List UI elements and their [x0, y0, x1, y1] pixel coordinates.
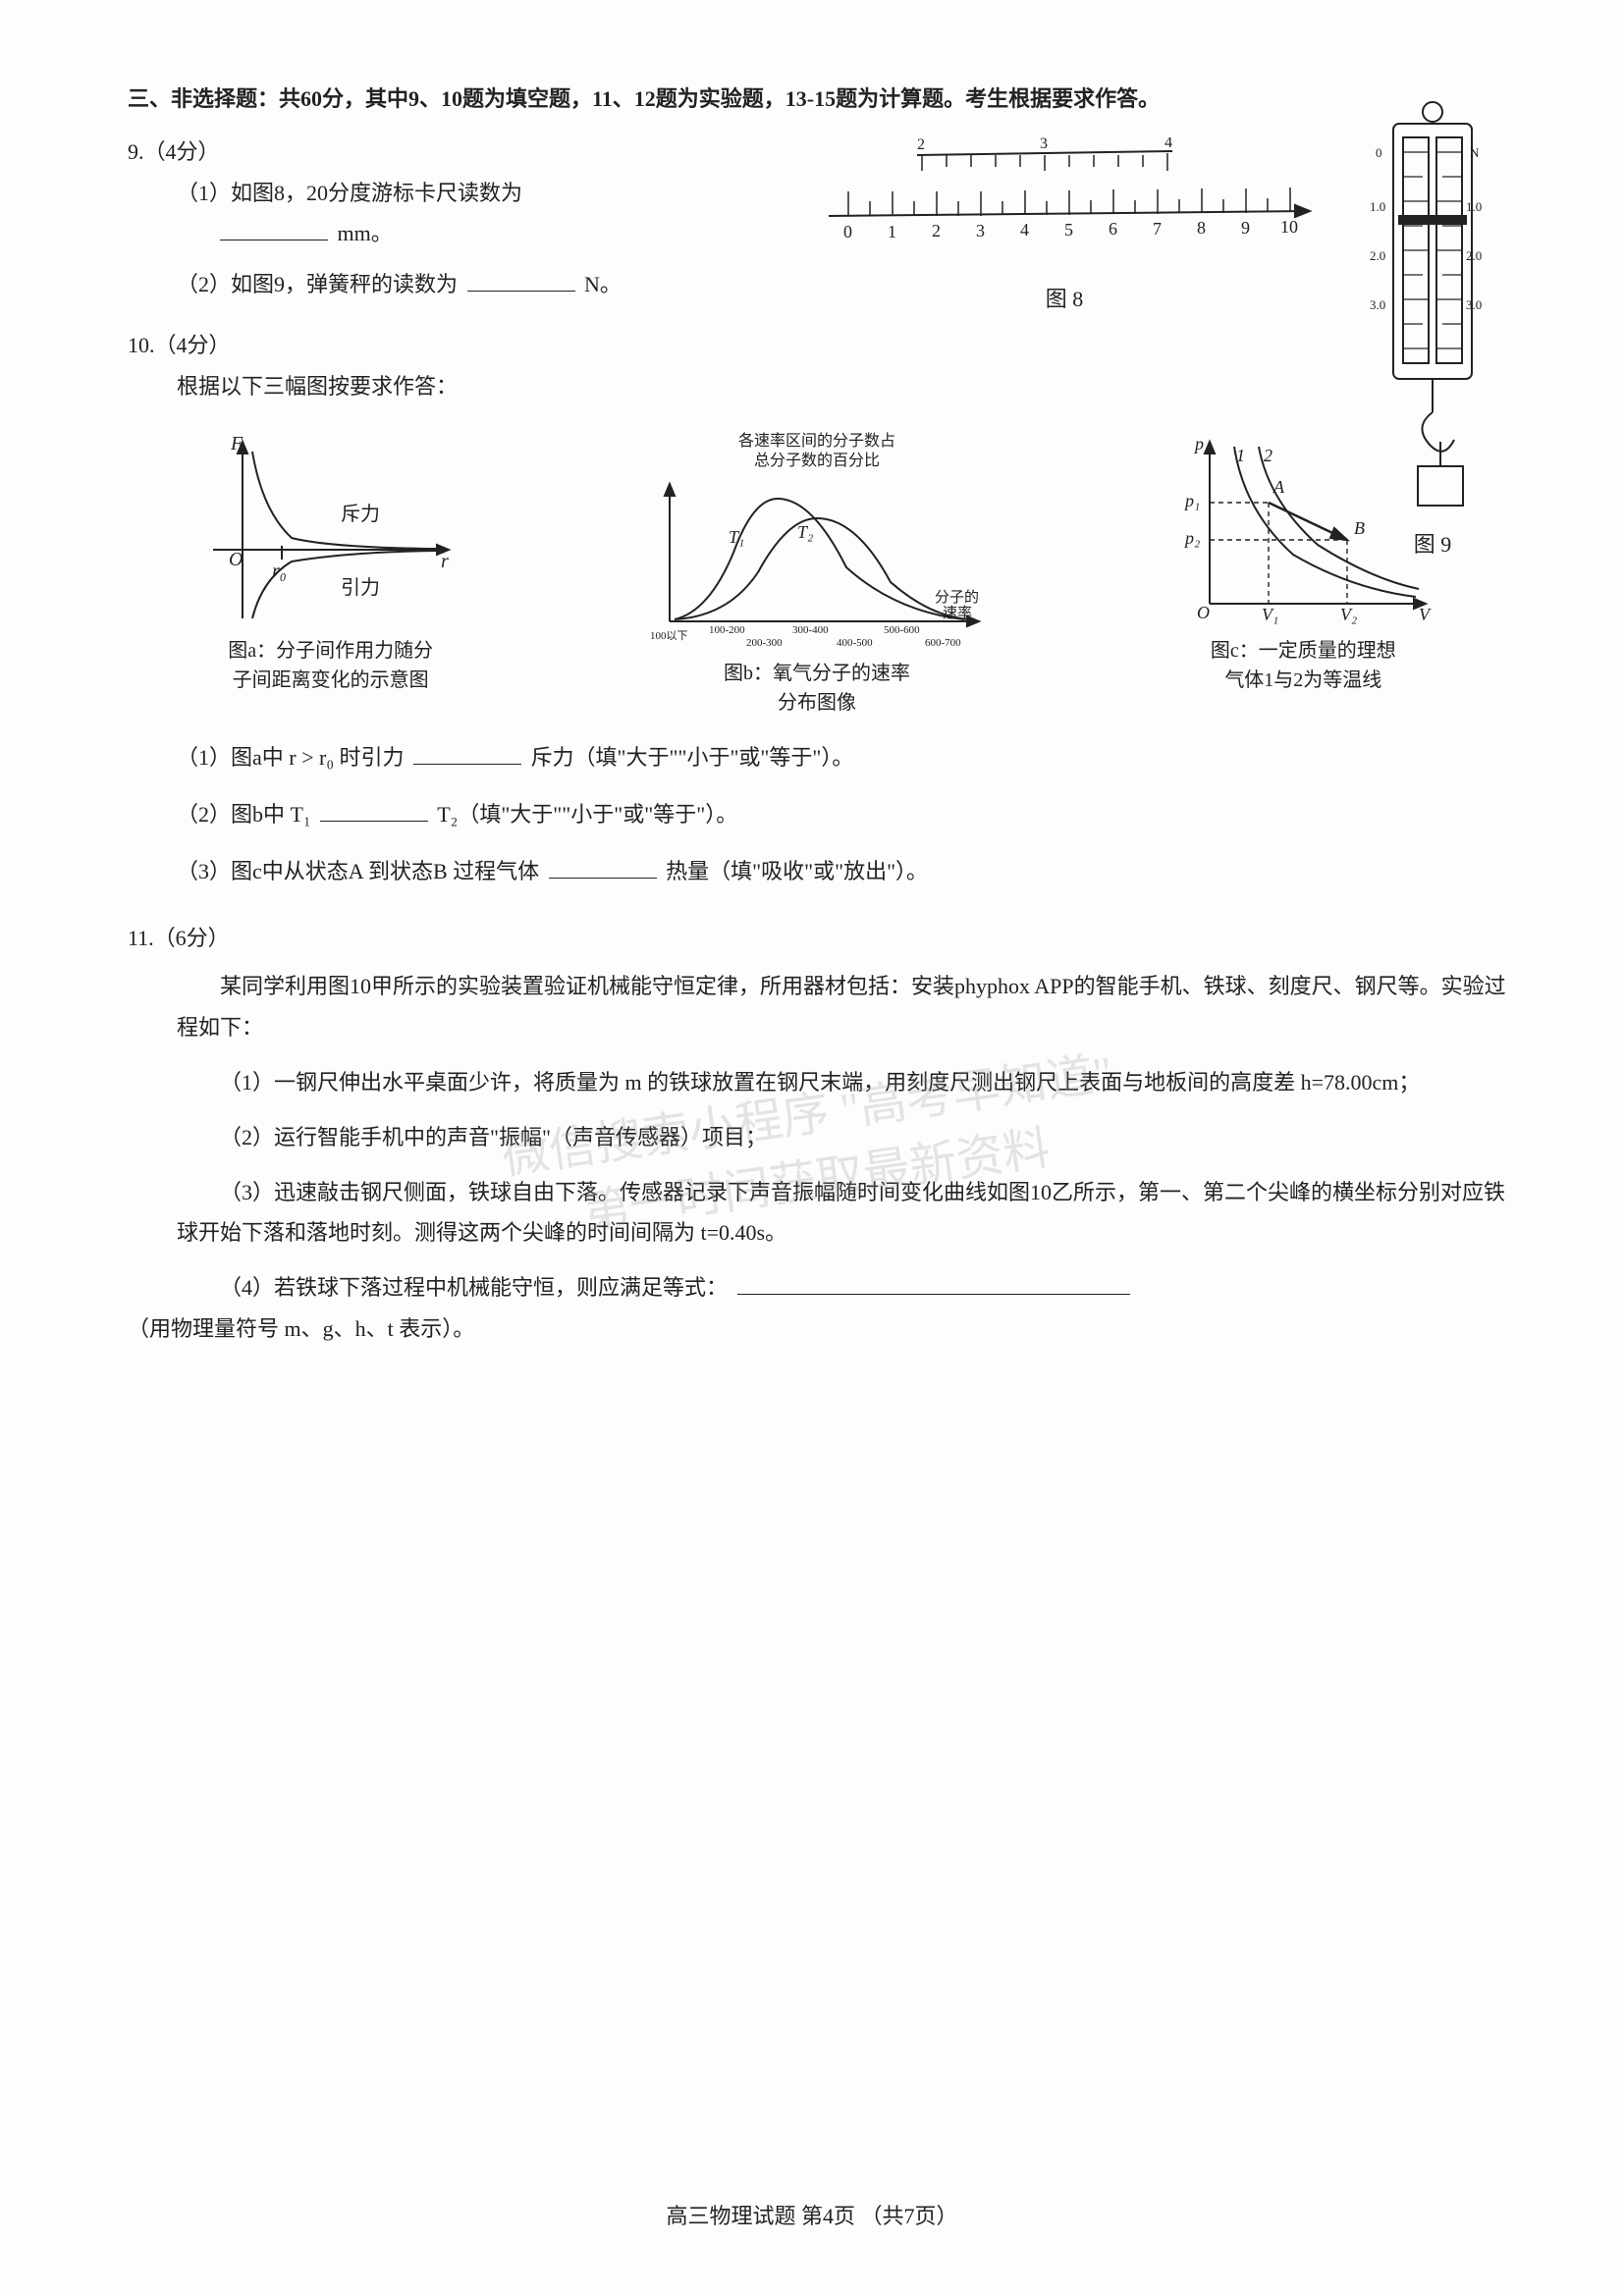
- figure-b: 各速率区间的分子数占 总分子数的百分比 T₁ T₂: [553, 432, 1080, 719]
- figB-title1: 各速率区间的分子数占: [738, 433, 895, 450]
- q9-1-prefix: （1）如图8，20分度游标卡尺读数为: [177, 181, 522, 205]
- svg-text:p₂: p₂: [1183, 528, 1200, 548]
- figure-9-label: 图 9: [1359, 524, 1506, 565]
- q9-2-unit: N。: [584, 272, 622, 296]
- svg-text:V: V: [1419, 605, 1432, 624]
- page-footer: 高三物理试题 第4页 （共7页）: [0, 2196, 1624, 2237]
- svg-text:2.0: 2.0: [1370, 248, 1385, 263]
- svg-text:2.0: 2.0: [1466, 248, 1482, 263]
- q10-1-blank[interactable]: [413, 742, 521, 765]
- q10-2a: （2）图b中 T₁: [177, 802, 311, 827]
- svg-text:200-300: 200-300: [746, 637, 783, 649]
- q10-3-blank[interactable]: [549, 856, 657, 879]
- svg-text:斥力: 斥力: [341, 503, 380, 525]
- q11-p1: （1）一钢尺伸出水平桌面少许，将质量为 m 的铁球放置在钢尺末端，用刻度尺测出钢…: [128, 1062, 1506, 1103]
- svg-text:2: 2: [932, 221, 941, 240]
- figB-cap1: 图b：氧气分子的速率: [724, 663, 910, 684]
- question-11: 11.（6分） 某同学利用图10甲所示的实验装置验证机械能守恒定律，所用器材包括…: [128, 918, 1506, 1350]
- svg-text:4: 4: [1164, 137, 1172, 151]
- figure-8-label: 图 8: [799, 279, 1329, 320]
- svg-text:3.0: 3.0: [1466, 297, 1482, 312]
- svg-text:3: 3: [976, 221, 985, 240]
- svg-text:100以下: 100以下: [650, 630, 688, 642]
- svg-text:V₂: V₂: [1340, 605, 1357, 624]
- svg-text:1: 1: [888, 222, 896, 241]
- svg-text:速率: 速率: [943, 605, 972, 621]
- svg-text:N: N: [1470, 145, 1480, 160]
- svg-text:9: 9: [1241, 218, 1250, 238]
- svg-text:p₁: p₁: [1183, 491, 1200, 510]
- svg-text:300-400: 300-400: [792, 624, 829, 636]
- svg-text:1.0: 1.0: [1466, 199, 1482, 214]
- figB-cap2: 分布图像: [778, 692, 856, 714]
- svg-text:p: p: [1193, 434, 1204, 454]
- svg-text:4: 4: [1020, 220, 1029, 240]
- svg-text:0: 0: [1376, 145, 1382, 160]
- svg-text:1.0: 1.0: [1370, 199, 1385, 214]
- svg-text:V₁: V₁: [1262, 605, 1278, 624]
- q10-2b: T₂（填"大于""小于"或"等于"）。: [437, 802, 737, 827]
- q9-1-unit: mm。: [338, 221, 393, 245]
- q10-1b: 斥力（填"大于""小于"或"等于"）。: [531, 745, 854, 770]
- svg-text:600-700: 600-700: [925, 637, 961, 649]
- q11-para1: 某同学利用图10甲所示的实验装置验证机械能守恒定律，所用器材包括：安装phyph…: [128, 966, 1506, 1048]
- q10-figures-row: F O r r₀ 斥力 引力 图a：分子间作用力随分 子间距离变化的示意图 各速…: [128, 432, 1506, 719]
- svg-text:100-200: 100-200: [709, 624, 745, 636]
- svg-text:T₁: T₁: [729, 527, 744, 547]
- svg-text:A: A: [1272, 477, 1285, 497]
- q9-1-blank[interactable]: [220, 218, 328, 240]
- q9-2-prefix: （2）如图9，弹簧秤的读数为: [177, 272, 458, 296]
- svg-text:400-500: 400-500: [837, 637, 873, 649]
- svg-text:2: 2: [917, 137, 925, 153]
- q10-2-blank[interactable]: [320, 799, 428, 822]
- q10-number: 10.（4分）: [128, 325, 1506, 366]
- figure-a: F O r r₀ 斥力 引力 图a：分子间作用力随分 子间距离变化的示意图: [128, 432, 533, 695]
- svg-text:r₀: r₀: [272, 561, 287, 582]
- svg-text:3: 3: [1040, 137, 1048, 152]
- figure-9-springscale: 0 N 1.0 1.0 2.0 2.0 3.0 3.0 图 9: [1359, 98, 1506, 565]
- q11-number: 11.（6分）: [128, 918, 1506, 959]
- question-10: 10.（4分） 根据以下三幅图按要求作答：: [128, 325, 1506, 892]
- svg-text:5: 5: [1064, 220, 1073, 240]
- q11-p4b: （用物理量符号 m、g、h、t 表示）。: [128, 1308, 1506, 1350]
- q11-p2: （2）运行智能手机中的声音"振幅"（声音传感器）项目；: [128, 1117, 1506, 1158]
- svg-text:7: 7: [1153, 219, 1162, 239]
- figB-title2: 总分子数的百分比: [754, 453, 880, 469]
- svg-text:T₂: T₂: [797, 522, 813, 542]
- q11-p3: （3）迅速敲击钢尺侧面，铁球自由下落。传感器记录下声音振幅随时间变化曲线如图10…: [128, 1172, 1506, 1255]
- svg-text:分子的: 分子的: [935, 589, 979, 606]
- svg-text:引力: 引力: [341, 576, 380, 599]
- svg-text:0: 0: [843, 222, 852, 241]
- svg-text:2: 2: [1264, 446, 1272, 465]
- svg-text:8: 8: [1197, 218, 1206, 238]
- svg-text:F: F: [230, 433, 244, 454]
- svg-text:6: 6: [1109, 219, 1117, 239]
- q10-intro: 根据以下三幅图按要求作答：: [128, 366, 1506, 407]
- q9-2-blank[interactable]: [467, 269, 575, 292]
- q10-3a: （3）图c中从状态A 到状态B 过程气体: [177, 859, 539, 883]
- svg-text:1: 1: [1236, 446, 1245, 465]
- svg-text:10: 10: [1280, 217, 1298, 237]
- svg-text:3.0: 3.0: [1370, 297, 1385, 312]
- figure-8-ruler: 2 3 4: [799, 137, 1329, 320]
- q11-p4-blank[interactable]: [737, 1272, 1130, 1295]
- q10-3b: 热量（填"吸收"或"放出"）。: [666, 859, 928, 883]
- figC-cap2: 气体1与2为等温线: [1224, 669, 1381, 691]
- section-title: 三、非选择题：共60分，其中9、10题为填空题，11、12题为实验题，13-15…: [128, 79, 1506, 120]
- figA-cap1: 图a：分子间作用力随分: [228, 640, 433, 662]
- svg-text:O: O: [1197, 603, 1210, 622]
- figA-cap2: 子间距离变化的示意图: [233, 669, 429, 691]
- svg-text:500-600: 500-600: [884, 624, 920, 636]
- svg-text:r: r: [441, 551, 449, 572]
- q11-p4a: （4）若铁球下落过程中机械能守恒，则应满足等式：: [220, 1275, 728, 1300]
- q10-1a: （1）图a中 r > r₀ 时引力: [177, 745, 405, 770]
- svg-text:O: O: [229, 549, 243, 570]
- figC-cap1: 图c：一定质量的理想: [1211, 640, 1396, 662]
